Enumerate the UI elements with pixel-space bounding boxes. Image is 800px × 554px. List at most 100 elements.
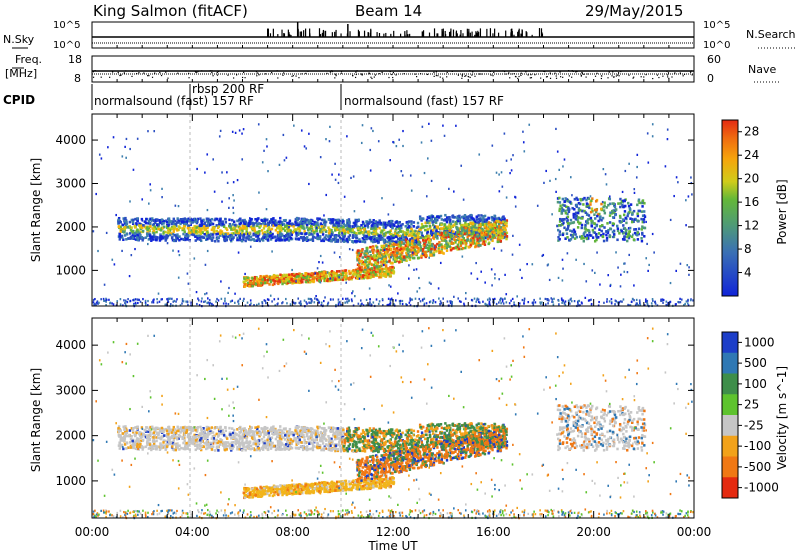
- power-cell: [263, 236, 267, 239]
- power-cell: [623, 227, 627, 230]
- power-cell: [126, 237, 130, 240]
- power-cell: [222, 223, 226, 227]
- power-cell: [115, 213, 117, 217]
- power-cell: [251, 284, 254, 288]
- power-cell: [608, 202, 612, 206]
- power-cell: [394, 227, 398, 231]
- power-cell: [152, 227, 155, 230]
- power-cell: [371, 257, 374, 261]
- power-cell: [338, 273, 341, 277]
- power-cell: [355, 231, 358, 235]
- power-cell: [408, 254, 411, 258]
- power-cell: [263, 278, 267, 282]
- power-cell: [385, 273, 388, 277]
- freq-dot: [395, 74, 397, 76]
- power-cell: [311, 235, 315, 238]
- power-cell: [576, 211, 580, 215]
- power-cell: [149, 222, 152, 226]
- power-cell: [631, 211, 634, 215]
- power-cell: [566, 212, 569, 216]
- power-cell: [131, 234, 135, 238]
- power-cell: [249, 235, 253, 239]
- power-cell: [360, 265, 363, 269]
- freq-dot: [461, 77, 463, 79]
- power-cell: [435, 250, 438, 253]
- power-cell: [196, 234, 199, 238]
- power-cell: [478, 229, 482, 232]
- power-cell: [165, 236, 169, 239]
- power-cell: [424, 224, 428, 228]
- power-cell: [600, 202, 603, 206]
- power-cell: [290, 223, 294, 226]
- power-cell: [131, 237, 134, 240]
- power-cell: [421, 247, 425, 251]
- power-cell: [292, 279, 295, 283]
- power-cell: [407, 248, 411, 251]
- power-cell: [402, 144, 404, 148]
- power-cell: [564, 237, 567, 240]
- power-cell: [398, 240, 402, 244]
- power-cell: [611, 216, 615, 219]
- power-cell: [204, 228, 208, 232]
- power-cell: [217, 299, 220, 302]
- power-cell: [338, 235, 342, 239]
- power-cell: [462, 216, 466, 220]
- power-cell: [362, 268, 365, 272]
- power-cell: [417, 240, 420, 243]
- cpid-panel: CPID normalsound (fast) 157 RF rbsp 200 …: [3, 82, 504, 110]
- power-cell: [351, 236, 355, 239]
- power-cell: [325, 234, 328, 237]
- power-cell: [190, 221, 193, 224]
- power-cell: [590, 221, 593, 225]
- power-cell: [359, 253, 363, 256]
- power-cell: [687, 195, 690, 198]
- power-cell: [636, 238, 640, 241]
- power-cell: [402, 235, 405, 239]
- power-cell: [382, 249, 385, 252]
- power-cell: [323, 223, 327, 226]
- freq-dot: [334, 73, 337, 75]
- freq-dot: [291, 75, 293, 77]
- power-cell: [206, 237, 209, 241]
- power-cell: [278, 232, 282, 236]
- power-cell: [272, 278, 275, 282]
- power-cell: [311, 274, 314, 278]
- power-cell: [409, 238, 412, 241]
- power-cell: [558, 217, 562, 221]
- power-cell: [563, 204, 566, 207]
- power-cell: [398, 260, 401, 264]
- power-cell: [155, 238, 158, 242]
- power-cell: [362, 276, 365, 280]
- power-cell: [117, 218, 120, 222]
- power-cell: [258, 278, 261, 281]
- power-cell: [277, 224, 280, 228]
- power-cell: [636, 214, 640, 218]
- power-cell: [288, 273, 291, 277]
- power-cell: [587, 204, 590, 208]
- power-cell: [457, 232, 460, 236]
- power-cell: [199, 217, 202, 220]
- power-cell: [418, 242, 422, 246]
- power-cell: [436, 226, 440, 230]
- power-cell: [448, 223, 451, 226]
- power-cell: [164, 239, 167, 242]
- power-cell: [286, 302, 288, 305]
- power-cell: [501, 218, 505, 222]
- power-cell: [501, 234, 504, 237]
- power-cell: [464, 246, 467, 250]
- power-cell: [487, 216, 490, 220]
- power-cell: [591, 236, 595, 239]
- power-cell: [316, 218, 320, 222]
- power-cell: [576, 198, 579, 201]
- power-cell: [304, 273, 307, 276]
- freq-dot: [505, 73, 507, 75]
- freq-dot: [109, 76, 111, 78]
- power-cell: [353, 221, 356, 225]
- power-cell: [395, 232, 399, 235]
- power-cell: [690, 176, 692, 179]
- power-cell: [219, 229, 222, 232]
- power-cell: [284, 280, 287, 283]
- power-cell: [435, 215, 439, 218]
- power-cell: [577, 207, 581, 210]
- power-cell: [258, 282, 262, 286]
